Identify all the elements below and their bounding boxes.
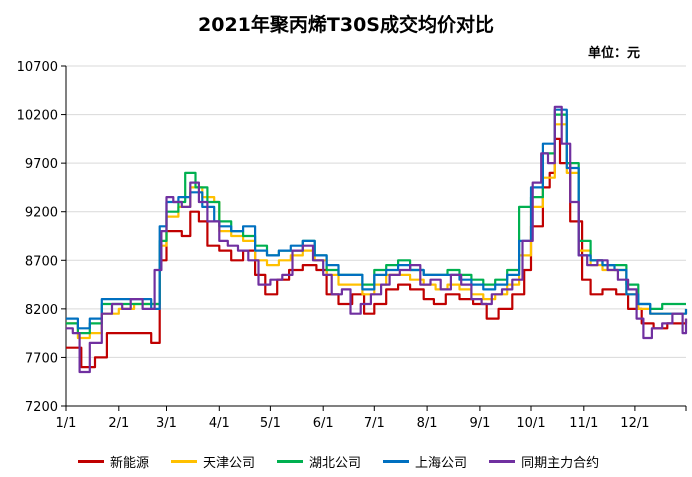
x-tick-label: 5/1 [260, 416, 281, 431]
x-tick-label: 12/1 [620, 416, 649, 431]
y-tick-label: 8700 [25, 254, 58, 269]
x-tick-labels: 1/1 2/1 3/1 4/1 5/1 6/1 7/1 8/1 9/1 10/1 11/1 12/1 [56, 406, 687, 431]
x-tick-label: 6/1 [313, 416, 334, 431]
legend-label: 新能源 [110, 455, 150, 471]
y-tick-label: 9700 [25, 157, 58, 172]
y-tick-labels: 7200 7700 8200 8700 9200 9700 10200 10700 [17, 60, 66, 415]
legend-swatch [171, 459, 198, 463]
legend-item: 同期主力合约 [489, 452, 599, 471]
x-tick-label: 7/1 [364, 416, 385, 431]
x-tick-label: 2/1 [108, 416, 129, 431]
legend-item: 上海公司 [383, 452, 467, 471]
legend-item: 天津公司 [171, 452, 255, 471]
x-tick-label: 1/1 [56, 416, 77, 431]
legend-swatch [78, 459, 104, 463]
x-tick-label: 8/1 [417, 416, 438, 431]
y-tick-label: 8200 [25, 303, 58, 318]
legend-swatch [489, 459, 516, 463]
series-line-0 [66, 137, 688, 369]
axes [65, 66, 686, 407]
x-tick-label: 11/1 [569, 416, 598, 431]
series-lines [66, 105, 688, 374]
x-tick-label: 10/1 [516, 416, 545, 431]
y-tick-label: 10200 [17, 109, 58, 124]
legend-item: 新能源 [78, 452, 149, 471]
unit-label: 单位：元 [587, 46, 640, 61]
legend-label: 天津公司 [203, 455, 256, 471]
legend: 新能源 天津公司 湖北公司 上海公司 同期主力合约 [78, 451, 678, 471]
y-tick-label: 7700 [25, 351, 58, 366]
legend-item: 湖北公司 [277, 452, 361, 471]
legend-label: 湖北公司 [309, 455, 362, 471]
series-line-3 [66, 108, 688, 330]
legend-swatch [277, 459, 304, 463]
legend-swatch [383, 459, 410, 463]
chart-title: 2021年聚丙烯T30S成交均价对比 [198, 14, 494, 36]
legend-label: 同期主力合约 [521, 455, 600, 471]
x-tick-label: 9/1 [469, 416, 490, 431]
y-tick-label: 7200 [25, 400, 58, 415]
x-tick-label: 4/1 [209, 416, 230, 431]
y-tick-label: 10700 [17, 60, 58, 75]
y-tick-label: 9200 [25, 206, 58, 221]
x-tick-label: 3/1 [156, 416, 177, 431]
legend-label: 上海公司 [415, 455, 468, 471]
series-line-4 [66, 105, 688, 374]
